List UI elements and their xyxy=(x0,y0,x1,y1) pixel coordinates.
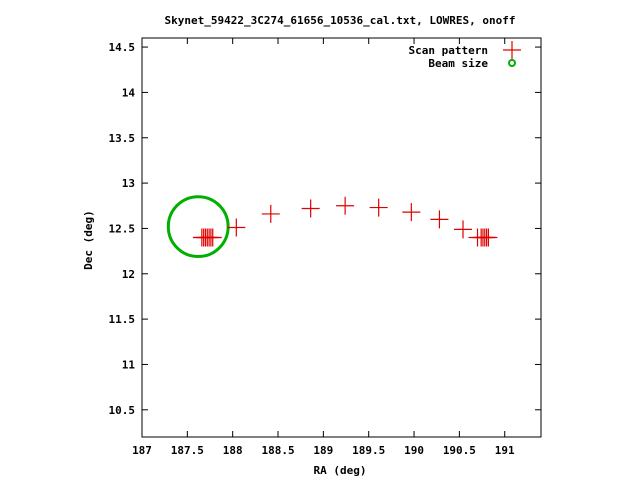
scan-point xyxy=(430,210,449,229)
y-tick-label: 14.5 xyxy=(109,41,136,54)
scan-point xyxy=(261,204,280,223)
scan-point xyxy=(454,220,473,239)
scan-point xyxy=(227,218,246,237)
y-tick-label: 12 xyxy=(122,268,135,281)
legend-circle-marker xyxy=(508,59,516,67)
scan-point xyxy=(203,228,222,247)
x-tick-label: 188.5 xyxy=(261,444,294,457)
x-tick-label: 190 xyxy=(404,444,424,457)
x-tick-label: 189.5 xyxy=(352,444,385,457)
y-tick-label: 10.5 xyxy=(109,404,136,417)
x-tick-label: 189 xyxy=(313,444,333,457)
legend-label-scan-pattern: Scan pattern xyxy=(409,44,488,57)
y-tick-label: 12.5 xyxy=(109,222,136,235)
legend: Scan pattern Beam size xyxy=(409,41,521,70)
y-tick-label: 11.5 xyxy=(109,313,136,326)
y-axis-ticks: 10.5 11 11.5 12 12.5 13 13.5 14 14.5 xyxy=(109,41,541,417)
legend-marker-scan-pattern xyxy=(503,41,521,59)
y-tick-label: 11 xyxy=(122,358,136,371)
plot-area xyxy=(141,37,542,438)
x-axis-label: RA (deg) xyxy=(314,464,367,477)
x-tick-label: 190.5 xyxy=(443,444,476,457)
legend-plus-marker xyxy=(503,41,521,59)
y-axis-label: Dec (deg) xyxy=(82,210,95,270)
beam-size-circle xyxy=(166,195,230,259)
legend-marker-beam-size xyxy=(508,59,516,67)
scan-point xyxy=(336,196,355,215)
x-tick-label: 191 xyxy=(495,444,515,457)
x-tick-label: 187 xyxy=(132,444,152,457)
scan-point xyxy=(369,198,388,217)
x-tick-label: 188 xyxy=(223,444,243,457)
y-tick-label: 13.5 xyxy=(109,132,136,145)
beam-size-series xyxy=(166,195,230,259)
x-axis-ticks: 187 187.5 188 188.5 189 189.5 190 190.5 191 xyxy=(132,38,515,457)
y-tick-label: 14 xyxy=(122,86,136,99)
scan-point xyxy=(301,199,320,218)
legend-label-beam-size: Beam size xyxy=(428,57,488,70)
y-tick-label: 13 xyxy=(122,177,135,190)
x-tick-label: 187.5 xyxy=(171,444,204,457)
chart-title: Skynet_59422_3C274_61656_10536_cal.txt, … xyxy=(165,14,516,27)
scan-point xyxy=(479,228,498,247)
scan-point xyxy=(402,203,421,222)
scan-pattern-series xyxy=(192,196,498,247)
